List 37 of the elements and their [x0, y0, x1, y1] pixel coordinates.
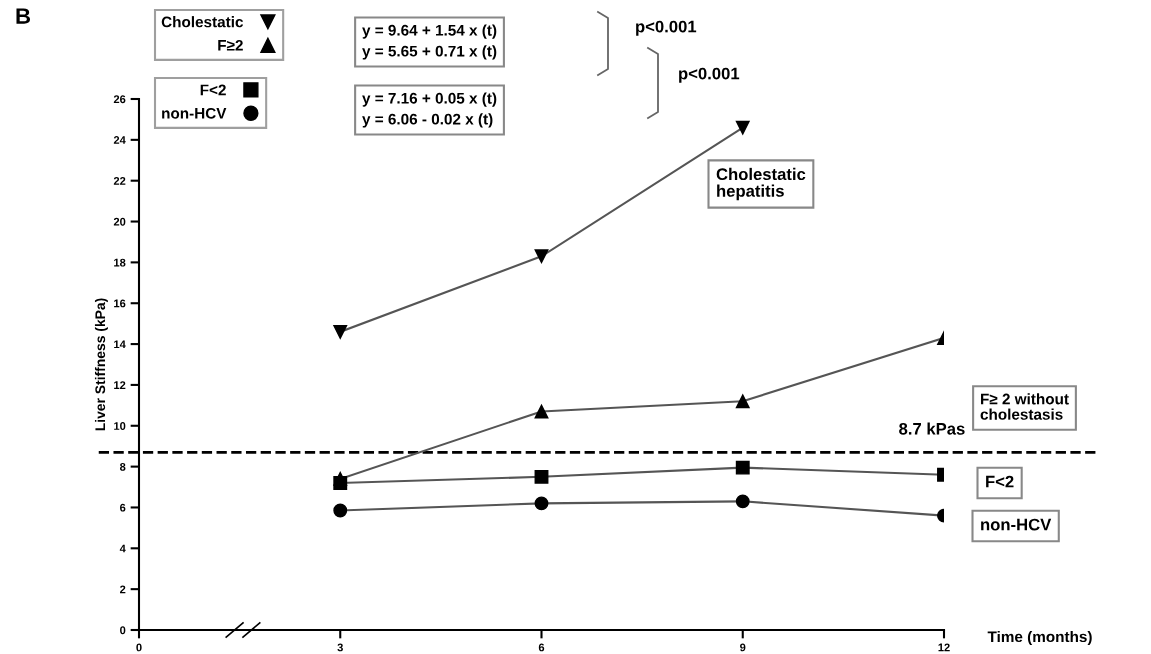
legend-label: non-HCV: [162, 107, 227, 119]
x-tick-label: 12: [938, 643, 950, 652]
x-tick-label: 9: [740, 643, 746, 652]
y-tick-label: 16: [114, 299, 126, 308]
y-tick-label: 4: [119, 544, 126, 553]
legend-label: F≥2: [218, 39, 243, 51]
x-tick-label: 6: [538, 643, 545, 652]
x-axis-title: Time (months): [987, 630, 1092, 646]
text: p<0.001: [679, 67, 740, 83]
text: non-HCV: [981, 518, 1052, 531]
text: y = 5.65 + 0.71 x (t): [362, 45, 497, 60]
x-tick-label: 0: [136, 643, 142, 652]
y-tick-label: 22: [113, 176, 126, 185]
x-tick-label: 3: [337, 643, 343, 652]
y-tick-label: 26: [113, 95, 126, 104]
text: F≥ 2 without cholestasis: [980, 393, 1069, 420]
annotation: y = 7.16 + 0.05 x (t): [362, 92, 497, 107]
legend-label: F<2: [200, 84, 226, 96]
chart-title: B: [16, 8, 31, 24]
annotation: Cholestatic hepatitis: [716, 167, 806, 201]
ref-line-label: 8.7 kPas: [899, 422, 965, 435]
text: y = 9.64 + 1.54 x (t): [362, 24, 497, 39]
y-tick-label: 18: [114, 258, 126, 267]
y-tick-label: 8: [119, 462, 126, 471]
annotation: y = 6.06 - 0.02 x (t): [362, 113, 493, 128]
y-tick-label: 14: [114, 340, 126, 349]
legend-label: Cholestatic: [161, 16, 244, 28]
text: p<0.001: [636, 20, 697, 36]
y-tick-label: 12: [114, 381, 126, 389]
y-tick-label: 24: [113, 136, 126, 144]
y-tick-label: 2: [120, 585, 126, 594]
y-tick-label: 10: [114, 422, 126, 430]
y-axis-title: Liver Stiffness (kPa): [94, 298, 108, 431]
y-tick-label: 0: [120, 626, 126, 635]
text: F<2: [986, 475, 1014, 488]
y-tick-label: 6: [120, 503, 126, 512]
y-tick-label: 20: [113, 217, 126, 226]
